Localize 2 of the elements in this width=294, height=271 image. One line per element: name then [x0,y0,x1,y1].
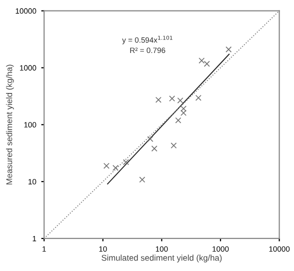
y-axis-title: Measured sediment yield (kg/ha) [6,64,14,184]
x-axis-title: Simulated sediment yield (kg/ha) [102,254,222,262]
